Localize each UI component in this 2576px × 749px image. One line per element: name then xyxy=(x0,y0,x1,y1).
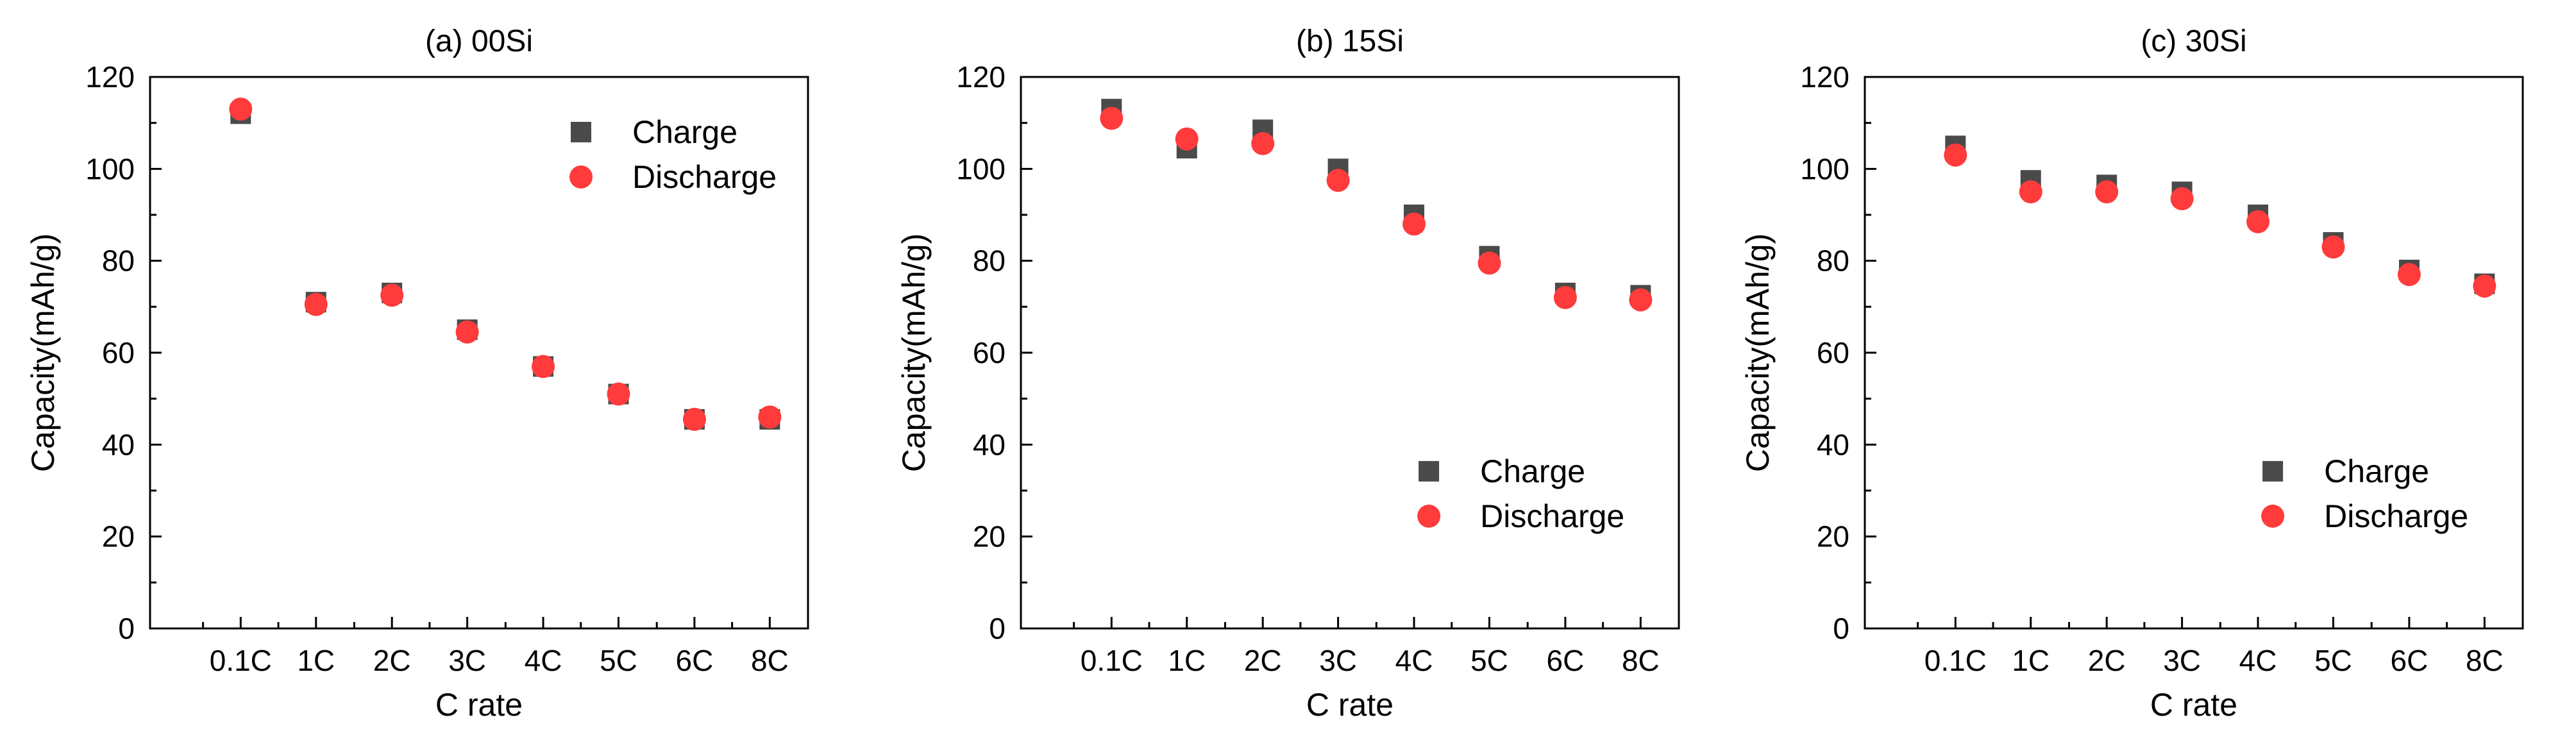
x-tick-label: 5C xyxy=(1470,644,1508,677)
y-tick-label: 100 xyxy=(956,152,1006,185)
x-tick-label: 3C xyxy=(1319,644,1357,677)
discharge-point xyxy=(2019,180,2042,204)
legend-label: Charge xyxy=(1480,453,1585,489)
x-tick-label: 4C xyxy=(1395,644,1433,677)
y-tick-label: 20 xyxy=(1817,520,1849,553)
x-axis-label: C rate xyxy=(2150,687,2237,723)
discharge-point xyxy=(1326,169,1350,192)
y-tick-label: 120 xyxy=(956,60,1006,94)
x-tick-label: 1C xyxy=(1168,644,1206,677)
x-tick-label: 4C xyxy=(2239,644,2277,677)
x-tick-label: 1C xyxy=(2012,644,2050,677)
x-tick-label: 3C xyxy=(448,644,486,677)
discharge-point xyxy=(380,283,404,307)
x-tick-label: 2C xyxy=(373,644,411,677)
discharge-point xyxy=(2095,180,2119,204)
legend: Charge Discharge xyxy=(2261,453,2468,534)
discharge-point xyxy=(1251,131,1275,155)
y-tick-label: 60 xyxy=(102,336,135,369)
y-tick-label: 20 xyxy=(973,520,1006,553)
y-axis-label: Capacity(mAh/g) xyxy=(1740,233,1776,472)
x-tick-label: 0.1C xyxy=(1081,644,1143,677)
discharge-point xyxy=(2321,235,2345,259)
y-tick-label: 0 xyxy=(118,612,135,645)
discharge-point xyxy=(1477,251,1501,275)
y-axis-label: Capacity(mAh/g) xyxy=(25,233,61,472)
x-tick-label: 2C xyxy=(2088,644,2126,677)
discharge-point xyxy=(607,382,630,406)
y-tick-label: 40 xyxy=(102,428,135,461)
y-tick-label: 120 xyxy=(85,60,135,94)
plot-frame xyxy=(1020,76,1680,630)
chart-panel-1: (a) 00Si 0 20 40 60 80 100 120 0.1C 1C 2C 3C 4C 5C 6C 8… xyxy=(25,24,809,723)
chart-title: (c) 30Si xyxy=(2141,24,2246,58)
x-tick-label: 8C xyxy=(2466,644,2504,677)
legend-label: Discharge xyxy=(1480,498,1624,534)
x-tick-label: 8C xyxy=(1622,644,1660,677)
discharge-point xyxy=(758,405,782,429)
discharge-point xyxy=(2170,187,2194,210)
y-tick-label: 0 xyxy=(989,612,1006,645)
legend-label: Discharge xyxy=(632,159,777,195)
discharge-point xyxy=(1175,127,1199,151)
y-tick-label: 100 xyxy=(1800,152,1849,185)
legend-marker-discharge xyxy=(1417,504,1441,528)
legend-label: Charge xyxy=(2324,453,2429,489)
x-axis-label: C rate xyxy=(435,687,523,723)
y-tick-label: 80 xyxy=(973,244,1006,278)
y-tick-label: 40 xyxy=(973,428,1006,461)
y-tick-label: 60 xyxy=(973,336,1006,369)
y-tick-label: 0 xyxy=(1833,612,1849,645)
legend: Charge Discharge xyxy=(569,114,777,195)
x-tick-label: 8C xyxy=(751,644,789,677)
chart-title: (b) 15Si xyxy=(1296,24,1404,58)
legend-marker-charge xyxy=(571,122,592,142)
discharge-point xyxy=(455,320,479,344)
legend-label: Discharge xyxy=(2324,498,2468,534)
discharge-point xyxy=(1629,288,1653,312)
discharge-point xyxy=(682,407,706,431)
x-tick-label: 6C xyxy=(676,644,714,677)
discharge-point xyxy=(1944,143,1967,167)
legend-marker-discharge xyxy=(569,165,593,189)
x-tick-label: 4C xyxy=(525,644,562,677)
discharge-point xyxy=(1553,286,1577,309)
x-tick-label: 3C xyxy=(2163,644,2201,677)
discharge-point xyxy=(532,355,555,378)
x-tick-label: 2C xyxy=(1244,644,1282,677)
x-tick-label: 1C xyxy=(297,644,335,677)
discharge-point xyxy=(2246,210,2270,233)
y-tick-label: 20 xyxy=(102,520,135,553)
x-tick-label: 0.1C xyxy=(1924,644,1987,677)
discharge-point xyxy=(229,97,253,121)
x-tick-label: 5C xyxy=(600,644,637,677)
discharge-point xyxy=(1100,106,1124,130)
y-tick-label: 120 xyxy=(1800,60,1849,94)
legend-marker-charge xyxy=(2262,460,2284,482)
x-tick-label: 6C xyxy=(2391,644,2429,677)
chart-panel-2: (b) 15Si 0 20 40 60 80 100 120 0.1C 1C 2C 3C 4C 5C 6C 8… xyxy=(896,24,1680,723)
legend-marker-discharge xyxy=(2261,504,2285,528)
x-axis-label: C rate xyxy=(1306,687,1393,723)
y-tick-label: 40 xyxy=(1817,428,1849,461)
discharge-point xyxy=(2473,274,2496,298)
y-axis-label: Capacity(mAh/g) xyxy=(896,233,932,472)
chart-panel-3: (c) 30Si 0 20 40 60 80 100 120 0.1C 1C 2C 3C 4C 5C 6C 8… xyxy=(1740,24,2524,723)
chart-title: (a) 00Si xyxy=(425,24,533,58)
y-tick-label: 100 xyxy=(85,152,135,185)
legend-marker-charge xyxy=(1418,460,1440,482)
discharge-point xyxy=(304,292,328,316)
x-tick-label: 6C xyxy=(1547,644,1585,677)
legend-label: Charge xyxy=(632,114,737,150)
y-tick-label: 80 xyxy=(1817,244,1849,278)
x-tick-label: 0.1C xyxy=(210,644,272,677)
discharge-point xyxy=(1402,212,1426,236)
y-tick-label: 80 xyxy=(102,244,135,278)
x-tick-label: 5C xyxy=(2314,644,2352,677)
y-tick-label: 60 xyxy=(1817,336,1849,369)
discharge-point xyxy=(2397,263,2421,287)
legend: Charge Discharge xyxy=(1417,453,1624,534)
